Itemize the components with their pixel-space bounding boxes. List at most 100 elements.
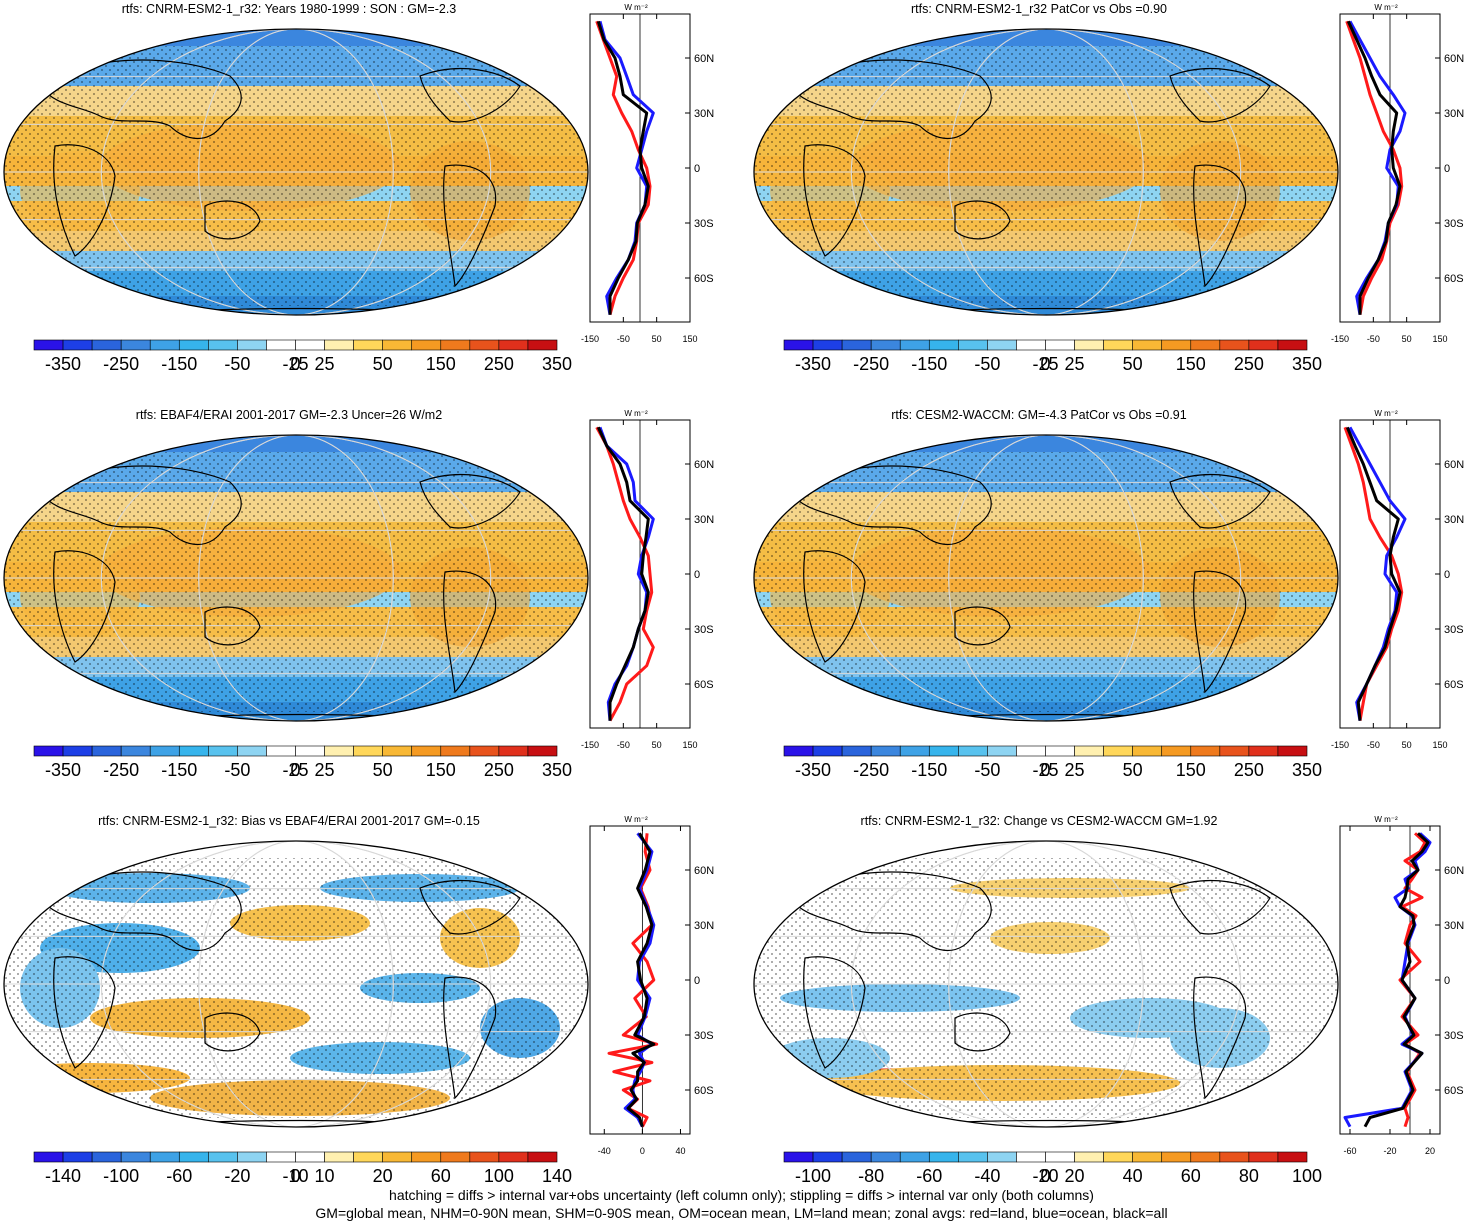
colorbar-swatch [1277, 745, 1308, 757]
colorbar-swatch [987, 1151, 1017, 1163]
graticule-meridian [100, 29, 492, 315]
zonal-unit-label: W m⁻² [1374, 410, 1398, 418]
graticule-meridian [948, 435, 1144, 721]
colorbar-swatch [928, 339, 959, 351]
colorbar-swatch [1045, 1151, 1075, 1163]
zonal-unit-label: W m⁻² [624, 4, 648, 12]
coastline [803, 550, 866, 663]
colorbar-swatch [841, 1151, 872, 1163]
coastline [204, 606, 261, 646]
colorbar-swatch [498, 339, 529, 351]
colorbar-tick-label: 350 [1292, 354, 1322, 374]
colorbar-swatch [1045, 745, 1075, 757]
colorbar-swatch [812, 339, 843, 351]
map-band [4, 29, 588, 46]
zonal-lat-label: 30N [1444, 514, 1464, 526]
colorbar-swatch [1074, 1151, 1104, 1163]
colorbar-swatch [178, 339, 209, 351]
coastline [1193, 164, 1247, 288]
zonal-lat-label: 0 [1444, 569, 1450, 581]
world-map [753, 28, 1339, 316]
colorbar-swatch [783, 1151, 814, 1163]
zonal-x-tick-label: -50 [1367, 740, 1380, 750]
panel-top-right: rtfs: CNRM-ESM2-1_r32 PatCor vs Obs =0.9… [750, 0, 1483, 380]
colorbar-swatch [1074, 745, 1104, 757]
colorbar-tick-label: 50 [373, 760, 393, 780]
colorbar-tick-label: -10 [282, 1166, 308, 1186]
colorbar-swatch [987, 745, 1017, 757]
coastline [789, 465, 992, 545]
colorbar-swatch [1016, 745, 1046, 757]
coastline [803, 144, 866, 257]
graticule-meridian [198, 435, 394, 721]
colorbar-swatch [1016, 1151, 1046, 1163]
zonal-lat-label: 30S [1444, 218, 1464, 230]
colorbar-tick-label: -150 [911, 354, 947, 374]
colorbar-tick-label: 350 [542, 354, 572, 374]
coastline [39, 465, 242, 545]
zonal-lat-label: 30S [694, 624, 714, 636]
colorbar-swatch [1248, 1151, 1279, 1163]
colorbar-swatch [928, 745, 959, 757]
coastline [443, 976, 497, 1100]
coastline [1193, 976, 1247, 1100]
zonal-x-tick-label: -50 [617, 740, 630, 750]
colorbar-swatch [812, 745, 843, 757]
panel-title: rtfs: CNRM-ESM2-1_r32: Years 1980-1999 :… [121, 2, 457, 16]
colorbar-tick-label: -25 [282, 760, 308, 780]
colorbar-swatch [266, 339, 296, 351]
zonal-lat-label: 0 [1444, 163, 1450, 175]
zonal-lat-label: 0 [694, 975, 700, 987]
colorbar-tick-label: 250 [484, 354, 514, 374]
colorbar-swatch [295, 339, 325, 351]
colorbar-tick-label: -50 [974, 354, 1000, 374]
zonal-lat-label: 0 [1444, 975, 1450, 987]
footer-note-hatching: hatching = diffs > internal var+obs unce… [389, 1187, 1094, 1203]
colorbar-swatch [812, 1151, 843, 1163]
colorbar-tick-label: 150 [1176, 354, 1206, 374]
zonal-x-tick-label: 150 [682, 740, 697, 750]
colorbar-tick-label: 40 [1123, 1166, 1143, 1186]
map-border [3, 434, 589, 722]
zonal-x-tick-label: 50 [1402, 740, 1412, 750]
coastline [789, 871, 992, 951]
colorbar-swatch [469, 745, 500, 757]
colorbar: -350 -250 -150 -50 -250 25 50 150 250 350 [783, 745, 1322, 780]
colorbar-tick-label: -60 [916, 1166, 942, 1186]
colorbar: -350 -250 -150 -50 -250 25 50 150 250 350 [33, 745, 572, 780]
colorbar-tick-label: -350 [45, 354, 81, 374]
zonal-lat-label: 60S [1444, 1085, 1464, 1097]
map-border [753, 840, 1339, 1128]
panel-title: rtfs: CNRM-ESM2-1_r32 PatCor vs Obs =0.9… [911, 2, 1167, 16]
map-band [754, 435, 1338, 452]
colorbar-swatch [295, 745, 325, 757]
graticule-meridian [850, 435, 1242, 721]
zonal-mean-plot: W m⁻² -150 -50 50 150 60N 30N 0 30S 60S [581, 410, 714, 750]
colorbar-swatch [324, 745, 354, 757]
colorbar-tick-label: 50 [1123, 760, 1143, 780]
coastline [1169, 67, 1271, 123]
colorbar-swatch [440, 1151, 471, 1163]
zonal-mean-plot: W m⁻² -40 0 40 60N 30N 0 30S 60S [589, 816, 714, 1156]
colorbar-tick-label: -250 [853, 760, 889, 780]
colorbar-tick-label: -80 [858, 1166, 884, 1186]
colorbar-tick-label: -25 [1032, 354, 1058, 374]
zonal-lat-label: 60N [1444, 459, 1464, 471]
colorbar-swatch [411, 1151, 442, 1163]
zonal-line-land [1345, 20, 1404, 315]
colorbar-tick-label: -250 [103, 354, 139, 374]
zonal-lat-label: 30N [1444, 920, 1464, 932]
colorbar-tick-label: 25 [1065, 760, 1085, 780]
colorbar-swatch [33, 339, 64, 351]
colorbar-swatch [1132, 1151, 1163, 1163]
colorbar-swatch [1190, 339, 1221, 351]
colorbar-swatch [1074, 339, 1104, 351]
colorbar-tick-label: -100 [795, 1166, 831, 1186]
map-border [3, 840, 589, 1128]
colorbar-tick-label: 60 [431, 1166, 451, 1186]
colorbar-swatch [91, 1151, 122, 1163]
colorbar-swatch [1132, 339, 1163, 351]
colorbar: -350 -250 -150 -50 -250 25 50 150 250 350 [33, 339, 572, 374]
zonal-line-all [626, 832, 656, 1128]
colorbar-swatch [1103, 339, 1133, 351]
